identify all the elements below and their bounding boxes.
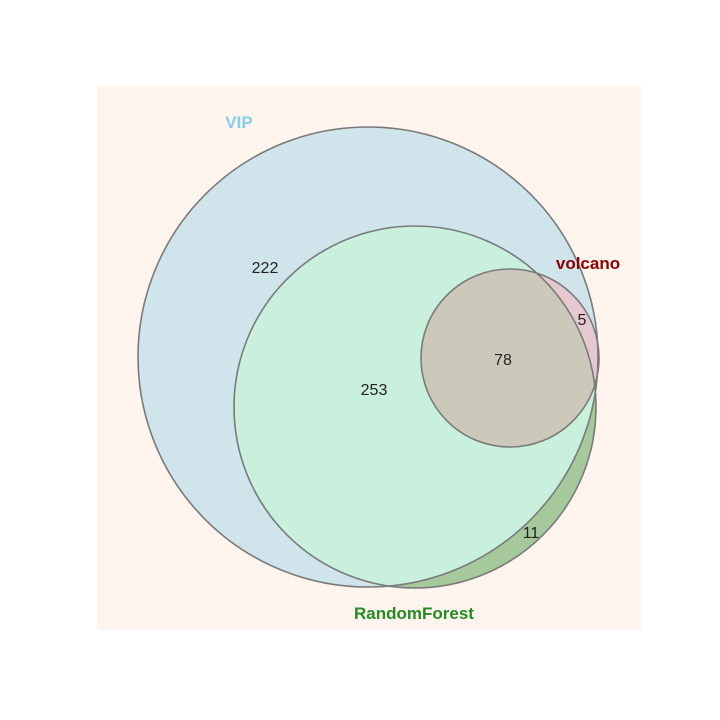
all-three-count: 78 (494, 352, 512, 369)
vip-set-label: VIP (225, 113, 252, 132)
volcano-only-count: 5 (578, 312, 587, 329)
randomforest-outline (233, 225, 597, 589)
randomforest-set-label: RandomForest (354, 604, 474, 623)
vip-only-count: 222 (252, 260, 279, 277)
vip-outline (137, 126, 599, 588)
volcano-outline (420, 268, 600, 448)
vip-rf-count: 253 (361, 382, 388, 399)
all-three-overlap (421, 269, 596, 447)
rf-only-count: 11 (523, 525, 540, 542)
volcano-set-label: volcano (556, 254, 620, 273)
